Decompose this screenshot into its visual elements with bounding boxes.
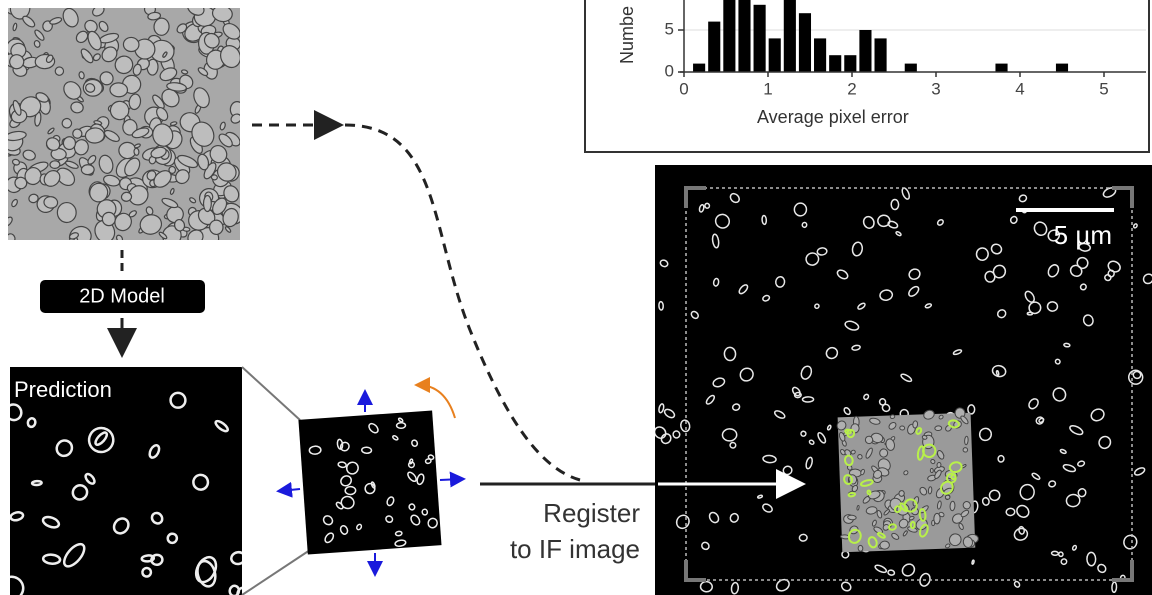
bar <box>693 64 705 72</box>
bar <box>859 30 871 72</box>
texture <box>847 515 856 520</box>
bar <box>799 13 811 72</box>
x-tick-label: 3 <box>931 79 940 98</box>
x-tick-label: 2 <box>847 79 856 98</box>
bar <box>905 64 917 72</box>
bar <box>784 0 796 72</box>
bar <box>769 38 781 72</box>
prediction-label: Prediction <box>14 377 112 402</box>
texture <box>880 541 890 550</box>
bar <box>708 22 720 72</box>
bar <box>995 64 1007 72</box>
zoom-line <box>242 367 300 420</box>
texture <box>930 468 933 472</box>
x-axis-label: Average pixel error <box>757 107 909 127</box>
arrow <box>440 479 462 480</box>
texture <box>912 421 918 429</box>
texture <box>964 436 968 445</box>
bar <box>1056 64 1068 72</box>
texture <box>211 174 218 180</box>
texture <box>945 495 950 499</box>
bar <box>738 0 750 72</box>
crop <box>298 410 441 554</box>
texture <box>123 37 139 52</box>
texture <box>50 161 60 169</box>
register-label: to IF image <box>510 534 640 564</box>
x-tick-label: 0 <box>679 79 688 98</box>
texture <box>963 447 968 452</box>
y-tick-label: 5 <box>665 19 674 38</box>
texture <box>81 164 94 174</box>
bar <box>829 55 841 72</box>
texture <box>858 545 863 551</box>
texture <box>928 487 932 495</box>
texture <box>203 196 211 212</box>
texture <box>57 203 76 223</box>
figure: 0510012345 Average pixel error Numbe 2D … <box>0 0 1152 595</box>
texture <box>935 426 942 431</box>
texture <box>63 137 75 150</box>
texture <box>937 462 942 468</box>
model-label: 2D Model <box>79 285 165 307</box>
scale-label: 5 µm <box>1054 220 1112 250</box>
zoom-line <box>242 550 310 595</box>
y-axis-label: Numbe <box>617 6 637 64</box>
texture <box>950 501 955 511</box>
texture <box>134 148 139 155</box>
texture <box>851 424 860 434</box>
texture <box>153 18 169 36</box>
texture <box>898 490 904 497</box>
x-tick-label: 1 <box>763 79 772 98</box>
bar <box>875 38 887 72</box>
texture <box>857 505 860 510</box>
texture <box>900 426 905 431</box>
x-tick-label: 5 <box>1099 79 1108 98</box>
x-tick-label: 4 <box>1015 79 1024 98</box>
bar <box>814 38 826 72</box>
texture <box>209 220 223 235</box>
em-image <box>0 0 247 251</box>
arrow <box>280 489 300 491</box>
bar <box>723 0 735 72</box>
bar <box>754 5 766 72</box>
texture <box>102 212 115 225</box>
bar <box>844 55 856 72</box>
texture <box>890 414 895 419</box>
register-label: Register <box>543 498 640 528</box>
y-tick-label: 0 <box>665 61 674 80</box>
texture <box>110 83 128 98</box>
